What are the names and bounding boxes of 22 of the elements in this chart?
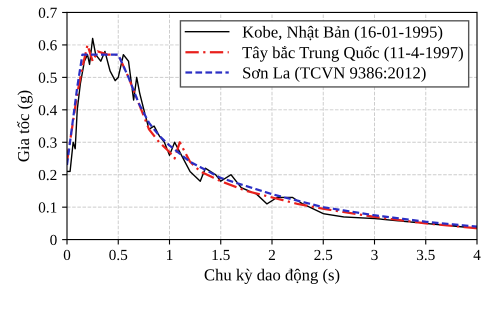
x-tick-label: 3.5 (416, 250, 435, 260)
y-tick-label: 0 (50, 234, 57, 246)
x-axis-title: Chu kỳ dao động (s) (204, 268, 340, 284)
x-tick-label: 0 (64, 250, 70, 260)
x-tick-label: 4 (473, 250, 481, 260)
y-tick-label: 0.1 (38, 202, 56, 213)
legend-label: Kobe, Nhật Bản (16-01-1995) (242, 26, 442, 42)
x-tick-label: 3 (371, 250, 378, 260)
legend-label: Sơn La (TCVN 9386:2012) (243, 66, 426, 82)
x-tick-label: 1.5 (212, 250, 230, 260)
legend-label: Tây bắc Trung Quốc (11-4-1997) (242, 46, 463, 62)
x-tick-label: 2 (268, 250, 275, 260)
x-tick-label: 2.5 (314, 250, 332, 260)
y-tick-label: 0.6 (38, 40, 57, 50)
y-axis-title: Gia tốc (g) (16, 90, 33, 162)
y-tick-label: 0.7 (38, 8, 57, 18)
y-tick-label: 0.2 (38, 170, 56, 180)
y-tick-label: 0.4 (38, 104, 58, 116)
x-tick-label: 1 (167, 250, 172, 260)
x-tick-label: 0.5 (109, 250, 128, 260)
y-tick-label: 0.5 (38, 72, 57, 83)
y-tick-label: 0.3 (38, 137, 57, 148)
